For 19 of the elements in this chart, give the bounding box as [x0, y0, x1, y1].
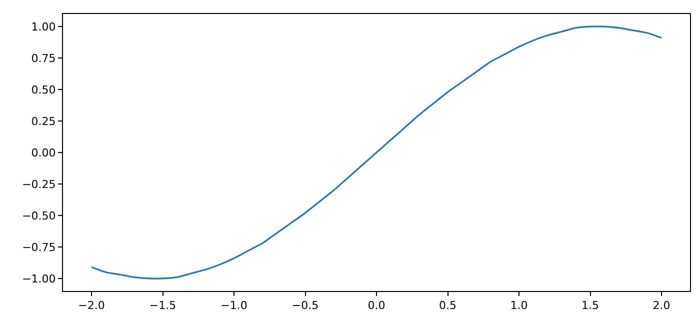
y-tick-label: 0.25 [31, 114, 56, 128]
y-tick-label: −0.75 [22, 240, 56, 254]
x-tick-label: 1.5 [582, 299, 599, 312]
y-tick-label: 0.75 [31, 52, 56, 65]
y-tick-label: 1.00 [31, 20, 56, 34]
x-tick-label: 1.0 [510, 299, 528, 312]
y-tick-label: −0.50 [22, 209, 56, 222]
x-tick-label: 0.0 [368, 299, 386, 312]
line-series [90, 26, 662, 280]
y-tick-label: 0.50 [31, 83, 56, 96]
x-tick-label: −1.0 [220, 299, 248, 312]
y-tick-label: −0.25 [22, 178, 56, 191]
x-tick-label: −1.5 [149, 299, 176, 312]
y-tick-label: −1.00 [22, 272, 56, 286]
x-tick-label: −2.0 [78, 299, 105, 312]
x-tick-label: −0.5 [292, 299, 319, 312]
x-tick-label: 2.0 [652, 299, 670, 312]
y-tick-label: 0.00 [31, 146, 56, 160]
x-tick-label: 0.5 [439, 299, 456, 312]
